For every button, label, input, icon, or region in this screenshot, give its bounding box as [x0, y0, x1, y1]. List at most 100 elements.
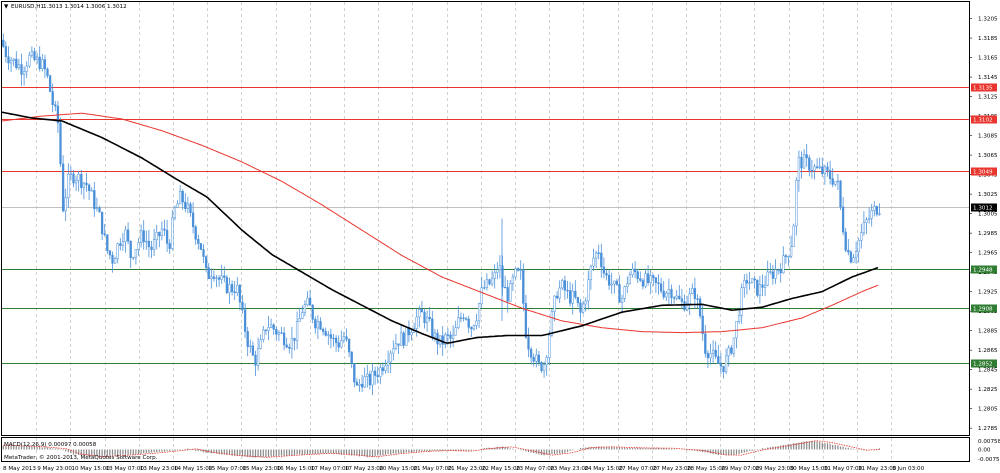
- candle-body: [303, 304, 307, 313]
- candle-body: [665, 292, 668, 298]
- candle-body: [750, 278, 754, 284]
- candle-body: [631, 268, 634, 275]
- moving-average-red: [1, 112, 879, 334]
- candle-body: [628, 274, 632, 285]
- candle-body: [316, 321, 320, 329]
- candle-body: [649, 275, 652, 283]
- price-tag-label: 1.3049: [973, 170, 993, 176]
- candle-body: [680, 298, 684, 302]
- candle-body: [810, 169, 814, 172]
- candle-body: [605, 272, 608, 276]
- candle-body: [77, 173, 80, 181]
- price-tick-label: 1.3025: [978, 192, 998, 198]
- candle-body: [784, 255, 788, 257]
- time-label: 10 May 15:00: [71, 466, 110, 472]
- macd-signal-line: [3, 440, 880, 458]
- time-label: 15 May 23:00: [242, 466, 281, 472]
- dropdown-arrow-icon[interactable]: ▼: [4, 4, 9, 10]
- candle-body: [808, 157, 811, 171]
- level-price-tags: 1.3135 1.3102 1.3049 1.3012 1.2948 1.2908 1.28…: [971, 83, 997, 368]
- candle-body: [719, 363, 723, 367]
- candle-body: [152, 239, 156, 250]
- candle-body: [581, 303, 585, 313]
- candle-body: [256, 348, 260, 366]
- candle-body: [134, 249, 138, 258]
- candle-body: [371, 370, 374, 386]
- candle-body: [823, 166, 827, 175]
- time-label: 8 May 2013: [3, 466, 36, 472]
- time-label: 31 May 23:00: [858, 466, 897, 472]
- candle-body: [264, 329, 268, 331]
- candle-body: [74, 179, 78, 184]
- candle-body: [111, 254, 114, 264]
- candle-body: [223, 275, 226, 278]
- candle-body: [444, 334, 447, 345]
- candle-body: [171, 217, 174, 249]
- price-tick-label: 1.3065: [978, 153, 998, 159]
- candle-body: [342, 336, 346, 341]
- time-label: 21 May 07:00: [413, 466, 452, 472]
- candle-body: [704, 333, 707, 354]
- candle-body: [43, 59, 47, 70]
- candle-body: [20, 64, 23, 75]
- time-label: 28 May 15:00: [687, 466, 726, 472]
- candle-body: [204, 256, 208, 268]
- price-tag-label: 1.3135: [973, 86, 993, 92]
- candle-body: [522, 269, 525, 304]
- time-label: 23 May 23:00: [550, 466, 589, 472]
- candle-body: [139, 230, 143, 243]
- candle-body: [337, 342, 340, 348]
- candle-body: [509, 282, 512, 302]
- candle-body: [737, 315, 741, 322]
- candle-body: [423, 311, 426, 324]
- candle-body: [795, 180, 798, 227]
- candle-body: [41, 59, 44, 69]
- candle-body: [355, 381, 359, 386]
- time-label: 15 May 07:00: [208, 466, 247, 472]
- candle-body: [194, 226, 197, 240]
- candle-body: [269, 324, 273, 328]
- candle-body: [514, 268, 517, 278]
- candle-body: [2, 39, 5, 47]
- time-label: 13 May 07:00: [106, 466, 145, 472]
- candle-body: [225, 277, 229, 293]
- candle-body: [163, 228, 166, 231]
- candle-body: [477, 303, 481, 322]
- candle-body: [17, 64, 21, 69]
- candle-body: [587, 279, 590, 302]
- candle-body: [340, 340, 343, 348]
- time-label: 16 May 15:00: [277, 466, 316, 472]
- candle-body: [433, 332, 437, 338]
- candle-body: [828, 170, 832, 179]
- candle-body: [834, 181, 837, 185]
- candle-body: [610, 283, 613, 286]
- candle-body: [620, 298, 624, 303]
- candle-body: [80, 173, 83, 188]
- candle-body: [568, 290, 572, 304]
- candle-body: [776, 269, 780, 271]
- candle-body: [691, 288, 694, 294]
- candle-body: [314, 319, 317, 329]
- copyright-text: MetaTrader, © 2001-2013, MetaQuotes Soft…: [4, 454, 158, 461]
- candle-body: [480, 287, 483, 305]
- candle-body: [652, 275, 655, 278]
- candle-body: [667, 289, 671, 294]
- price-tick-label: 1.2965: [978, 251, 998, 257]
- candle-body: [418, 309, 421, 318]
- candle-body: [241, 301, 244, 310]
- time-label: 30 May 15:00: [790, 466, 829, 472]
- time-label: 14 May 15:00: [174, 466, 213, 472]
- vertical-grid: [36, 2, 892, 461]
- candle-body: [524, 303, 528, 338]
- candle-body: [259, 339, 262, 349]
- candle-body: [199, 243, 203, 250]
- candle-body: [428, 316, 431, 320]
- candle-body: [483, 287, 486, 289]
- candle-body: [826, 166, 829, 171]
- candle-body: [215, 277, 218, 279]
- candle-body: [459, 317, 463, 319]
- candle-body: [745, 280, 749, 284]
- candle-body: [802, 154, 806, 169]
